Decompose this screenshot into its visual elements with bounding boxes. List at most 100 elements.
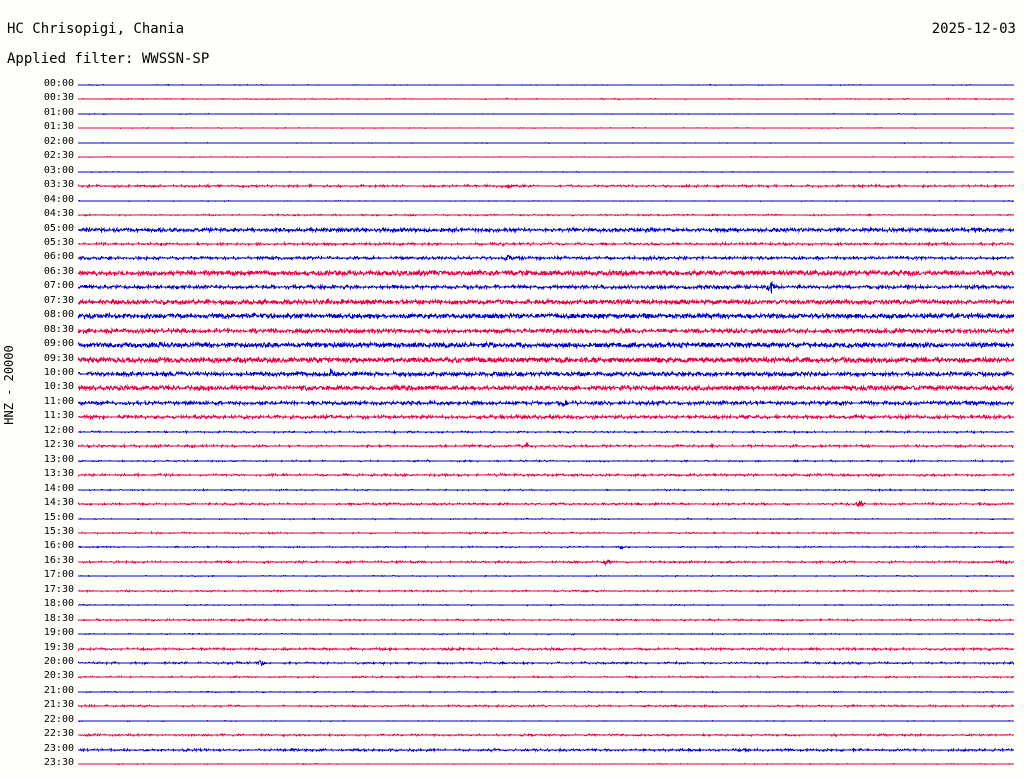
time-axis-label: 20:00: [43, 656, 74, 667]
seismic-trace: [78, 454, 1014, 468]
time-axis-label: 17:00: [43, 569, 74, 581]
seismic-trace: [78, 381, 1014, 395]
time-axis-label: 18:30: [43, 612, 74, 624]
time-axis-label: 12:30: [43, 439, 74, 451]
helicorder-row: 06:30: [0, 266, 1024, 280]
time-axis-label: 12:00: [43, 424, 74, 436]
time-axis-label: 22:30: [43, 728, 74, 740]
time-axis-label: 03:00: [43, 164, 74, 176]
time-axis-label: 11:00: [43, 395, 74, 407]
time-axis-label: 03:30: [43, 179, 74, 191]
time-axis-label: 08:30: [43, 323, 74, 335]
helicorder-row: 12:00: [0, 425, 1024, 439]
time-axis-label: 16:00: [43, 540, 74, 552]
seismic-trace: [78, 569, 1014, 583]
seismic-trace: [78, 598, 1014, 612]
seismic-trace: [78, 266, 1014, 280]
seismic-trace: [78, 367, 1014, 381]
helicorder-row: 23:30: [0, 757, 1024, 771]
time-axis-label: 14:30: [43, 497, 74, 509]
helicorder-row: 09:00: [0, 338, 1024, 352]
time-axis-label: 11:30: [43, 410, 74, 422]
time-axis-label: 10:00: [43, 367, 74, 378]
time-axis-label: 21:30: [43, 699, 74, 711]
seismic-trace: [78, 179, 1014, 193]
time-axis-label: 20:30: [43, 670, 74, 682]
time-axis-label: 07:30: [43, 294, 74, 306]
time-axis-label: 04:30: [43, 208, 74, 220]
time-axis-label: 06:00: [43, 251, 74, 263]
helicorder-row: 19:00: [0, 627, 1024, 641]
seismic-trace: [78, 728, 1014, 742]
seismic-trace: [78, 150, 1014, 164]
helicorder-row: 22:30: [0, 728, 1024, 742]
time-axis-label: 21:00: [43, 684, 74, 696]
time-axis-label: 13:00: [43, 453, 74, 465]
seismic-trace: [78, 685, 1014, 699]
helicorder-row: 09:30: [0, 353, 1024, 367]
helicorder-row: 11:30: [0, 410, 1024, 424]
helicorder-row: 07:30: [0, 295, 1024, 309]
helicorder-row: 20:30: [0, 670, 1024, 684]
seismic-trace: [78, 223, 1014, 237]
time-axis-label: 01:30: [43, 121, 74, 133]
helicorder-row: 01:30: [0, 121, 1024, 135]
time-axis-label: 10:30: [43, 381, 74, 393]
time-axis-label: 09:00: [43, 338, 74, 350]
time-axis-label: 23:00: [43, 742, 74, 754]
helicorder-row: 07:00: [0, 280, 1024, 294]
seismic-trace: [78, 497, 1014, 511]
seismic-trace: [78, 136, 1014, 150]
helicorder-row: 02:00: [0, 136, 1024, 150]
seismic-trace: [78, 324, 1014, 338]
time-axis-label: 18:00: [43, 598, 74, 610]
seismic-trace: [78, 613, 1014, 627]
helicorder-row: 04:30: [0, 208, 1024, 222]
seismic-trace: [78, 757, 1014, 771]
seismic-trace: [78, 78, 1014, 92]
time-axis-label: 07:00: [43, 280, 74, 292]
seismic-trace: [78, 107, 1014, 121]
seismic-trace: [78, 483, 1014, 497]
time-axis-label: 08:00: [43, 309, 74, 321]
helicorder-row: 15:00: [0, 512, 1024, 526]
helicorder-row: 04:00: [0, 194, 1024, 208]
helicorder-row: 19:30: [0, 642, 1024, 656]
helicorder-row: 18:00: [0, 598, 1024, 612]
seismic-trace: [78, 714, 1014, 728]
time-axis-label: 17:30: [43, 583, 74, 595]
seismic-trace: [78, 237, 1014, 251]
seismic-trace: [78, 699, 1014, 713]
seismic-trace: [78, 642, 1014, 656]
helicorder-row: 21:30: [0, 699, 1024, 713]
helicorder-row: 14:30: [0, 497, 1024, 511]
time-axis-label: 05:00: [43, 222, 74, 234]
record-date: 2025-12-03: [931, 21, 1016, 37]
helicorder-row: 16:00: [0, 540, 1024, 554]
seismic-trace: [78, 555, 1014, 569]
time-axis-label: 13:30: [43, 468, 74, 480]
helicorder-row: 03:30: [0, 179, 1024, 193]
helicorder-row: 10:30: [0, 381, 1024, 395]
helicorder-row: 23:00: [0, 743, 1024, 757]
seismic-trace: [78, 656, 1014, 670]
time-axis-label: 15:00: [43, 511, 74, 523]
time-axis-label: 19:00: [43, 627, 74, 639]
helicorder-row: 08:00: [0, 309, 1024, 323]
seismic-trace: [78, 353, 1014, 367]
time-axis-label: 00:30: [43, 92, 74, 104]
time-axis-label: 14:00: [43, 482, 74, 494]
helicorder-row: 18:30: [0, 613, 1024, 627]
helicorder-row: 06:00: [0, 251, 1024, 265]
helicorder-row: 08:30: [0, 324, 1024, 338]
seismic-trace: [78, 338, 1014, 352]
time-axis-label: 22:00: [43, 713, 74, 725]
seismic-trace: [78, 309, 1014, 323]
time-axis-label: 19:30: [43, 641, 74, 653]
seismic-trace: [78, 410, 1014, 424]
seismic-trace: [78, 165, 1014, 179]
time-axis-label: 01:00: [43, 106, 74, 118]
time-axis-label: 04:00: [43, 193, 74, 205]
helicorder-row: 14:00: [0, 483, 1024, 497]
helicorder-row: 12:30: [0, 439, 1024, 453]
